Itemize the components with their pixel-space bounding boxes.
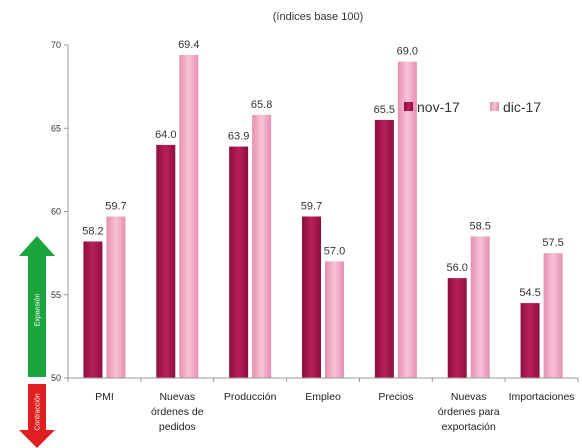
y-tick-label: 65 bbox=[51, 123, 61, 133]
data-label: 58.5 bbox=[470, 220, 491, 232]
data-label: 65.5 bbox=[374, 104, 395, 116]
data-label: 69.0 bbox=[397, 46, 418, 58]
legend-swatch-dic-17 bbox=[490, 102, 499, 111]
data-label: 63.9 bbox=[228, 131, 249, 143]
y-tick-label: 70 bbox=[51, 40, 61, 50]
data-label: 56.0 bbox=[447, 262, 468, 274]
x-tick-label: Empleo bbox=[305, 391, 341, 403]
legend-label-nov-17: nov-17 bbox=[417, 99, 460, 115]
x-tick-label: Producción bbox=[224, 391, 277, 403]
bar-dic-17 bbox=[179, 54, 199, 379]
data-label: 54.5 bbox=[519, 287, 540, 299]
bar-nov-17 bbox=[156, 144, 176, 378]
bar-dic-17 bbox=[252, 114, 272, 379]
data-label: 69.4 bbox=[178, 39, 199, 51]
bar-dic-17 bbox=[106, 216, 126, 378]
x-tick-label: Importaciones bbox=[509, 391, 575, 403]
bar-dic-17 bbox=[470, 236, 490, 378]
expansion-label: Expansión bbox=[35, 294, 42, 327]
y-tick-label: 55 bbox=[51, 290, 61, 300]
data-label: 57.5 bbox=[542, 237, 563, 249]
x-tick-label: Nuevas órdenes de pedidos bbox=[151, 391, 204, 433]
chart-subtitle: (índices base 100) bbox=[273, 11, 364, 23]
bar-nov-17 bbox=[374, 119, 394, 379]
bar-nov-17 bbox=[520, 303, 540, 378]
y-tick-label: 60 bbox=[51, 207, 61, 217]
legend: nov-17 dic-17 bbox=[404, 99, 541, 115]
y-axis: 50 55 60 65 70 bbox=[51, 40, 69, 383]
x-axis: PMI Nuevas órdenes de pedidos Producción Empl… bbox=[67, 377, 579, 433]
bar-dic-17 bbox=[543, 253, 563, 378]
y-tick-label: 50 bbox=[51, 373, 61, 383]
x-tick-label: Nuevas órdenes para exportación bbox=[438, 391, 500, 433]
x-tick-label: PMI bbox=[95, 391, 114, 403]
contraction-arrow-icon bbox=[19, 384, 55, 448]
expansion-indicator: Expansión bbox=[19, 236, 55, 377]
expansion-arrow-icon bbox=[19, 236, 55, 377]
data-label: 59.7 bbox=[105, 200, 126, 212]
bar-nov-17 bbox=[83, 241, 103, 378]
data-label: 59.7 bbox=[301, 200, 322, 212]
data-label: 64.0 bbox=[155, 129, 176, 141]
bar-nov-17 bbox=[229, 146, 249, 378]
legend-swatch-nov-17 bbox=[404, 102, 413, 111]
bar-dic-17 bbox=[397, 61, 417, 379]
contraction-indicator: Contracción bbox=[19, 384, 55, 448]
x-tick-label: Precios bbox=[378, 391, 413, 403]
bar-nov-17 bbox=[447, 278, 467, 378]
bar-nov-17 bbox=[302, 216, 321, 378]
bars: 58.2 64.0 63.9 59.7 65.5 56.0 54.5 59.7 69.4 65.8… bbox=[82, 39, 564, 379]
bar-dic-17 bbox=[325, 261, 344, 378]
data-label: 65.8 bbox=[251, 99, 272, 111]
data-label: 58.2 bbox=[82, 225, 103, 237]
legend-label-dic-17: dic-17 bbox=[503, 99, 541, 115]
data-label: 57.0 bbox=[324, 245, 345, 257]
contraction-label: Contracción bbox=[35, 393, 42, 430]
